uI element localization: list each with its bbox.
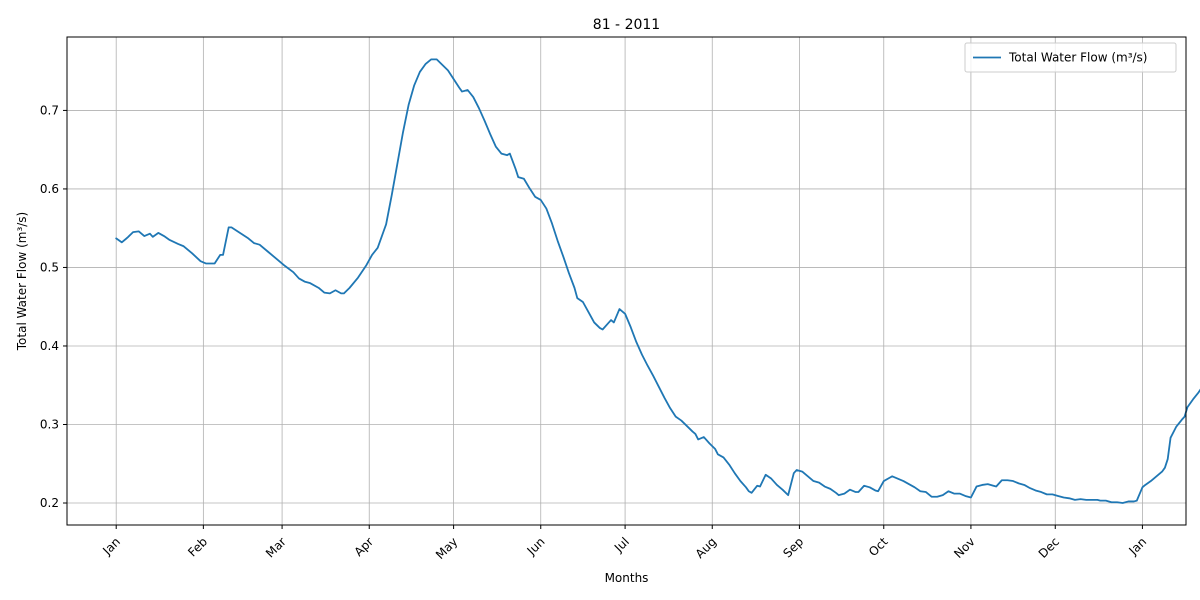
- y-tick-label: 0.4: [40, 339, 59, 353]
- x-axis-label: Months: [605, 571, 649, 585]
- legend: Total Water Flow (m³/s): [964, 42, 1177, 73]
- grid-lines: [67, 37, 1186, 525]
- y-axis-ticks: 0.2 0.3 0.4 0.5 0.6 0.7: [40, 103, 67, 510]
- legend-box: [964, 42, 1177, 73]
- y-tick-label: 0.7: [40, 103, 59, 117]
- y-tick-label: 0.2: [40, 496, 59, 510]
- y-tick-label: 0.6: [40, 182, 59, 196]
- axes-frame: [66, 36, 1187, 526]
- series-line: [115, 58, 1200, 504]
- chart-title: 81 - 2011: [593, 17, 660, 33]
- legend-label: Total Water Flow (m³/s): [1008, 51, 1148, 65]
- y-tick-label: 0.3: [40, 417, 59, 431]
- y-tick-label: 0.5: [40, 260, 59, 274]
- series-layer: [115, 58, 1200, 504]
- y-axis-label: Total Water Flow (m³/s): [15, 212, 29, 352]
